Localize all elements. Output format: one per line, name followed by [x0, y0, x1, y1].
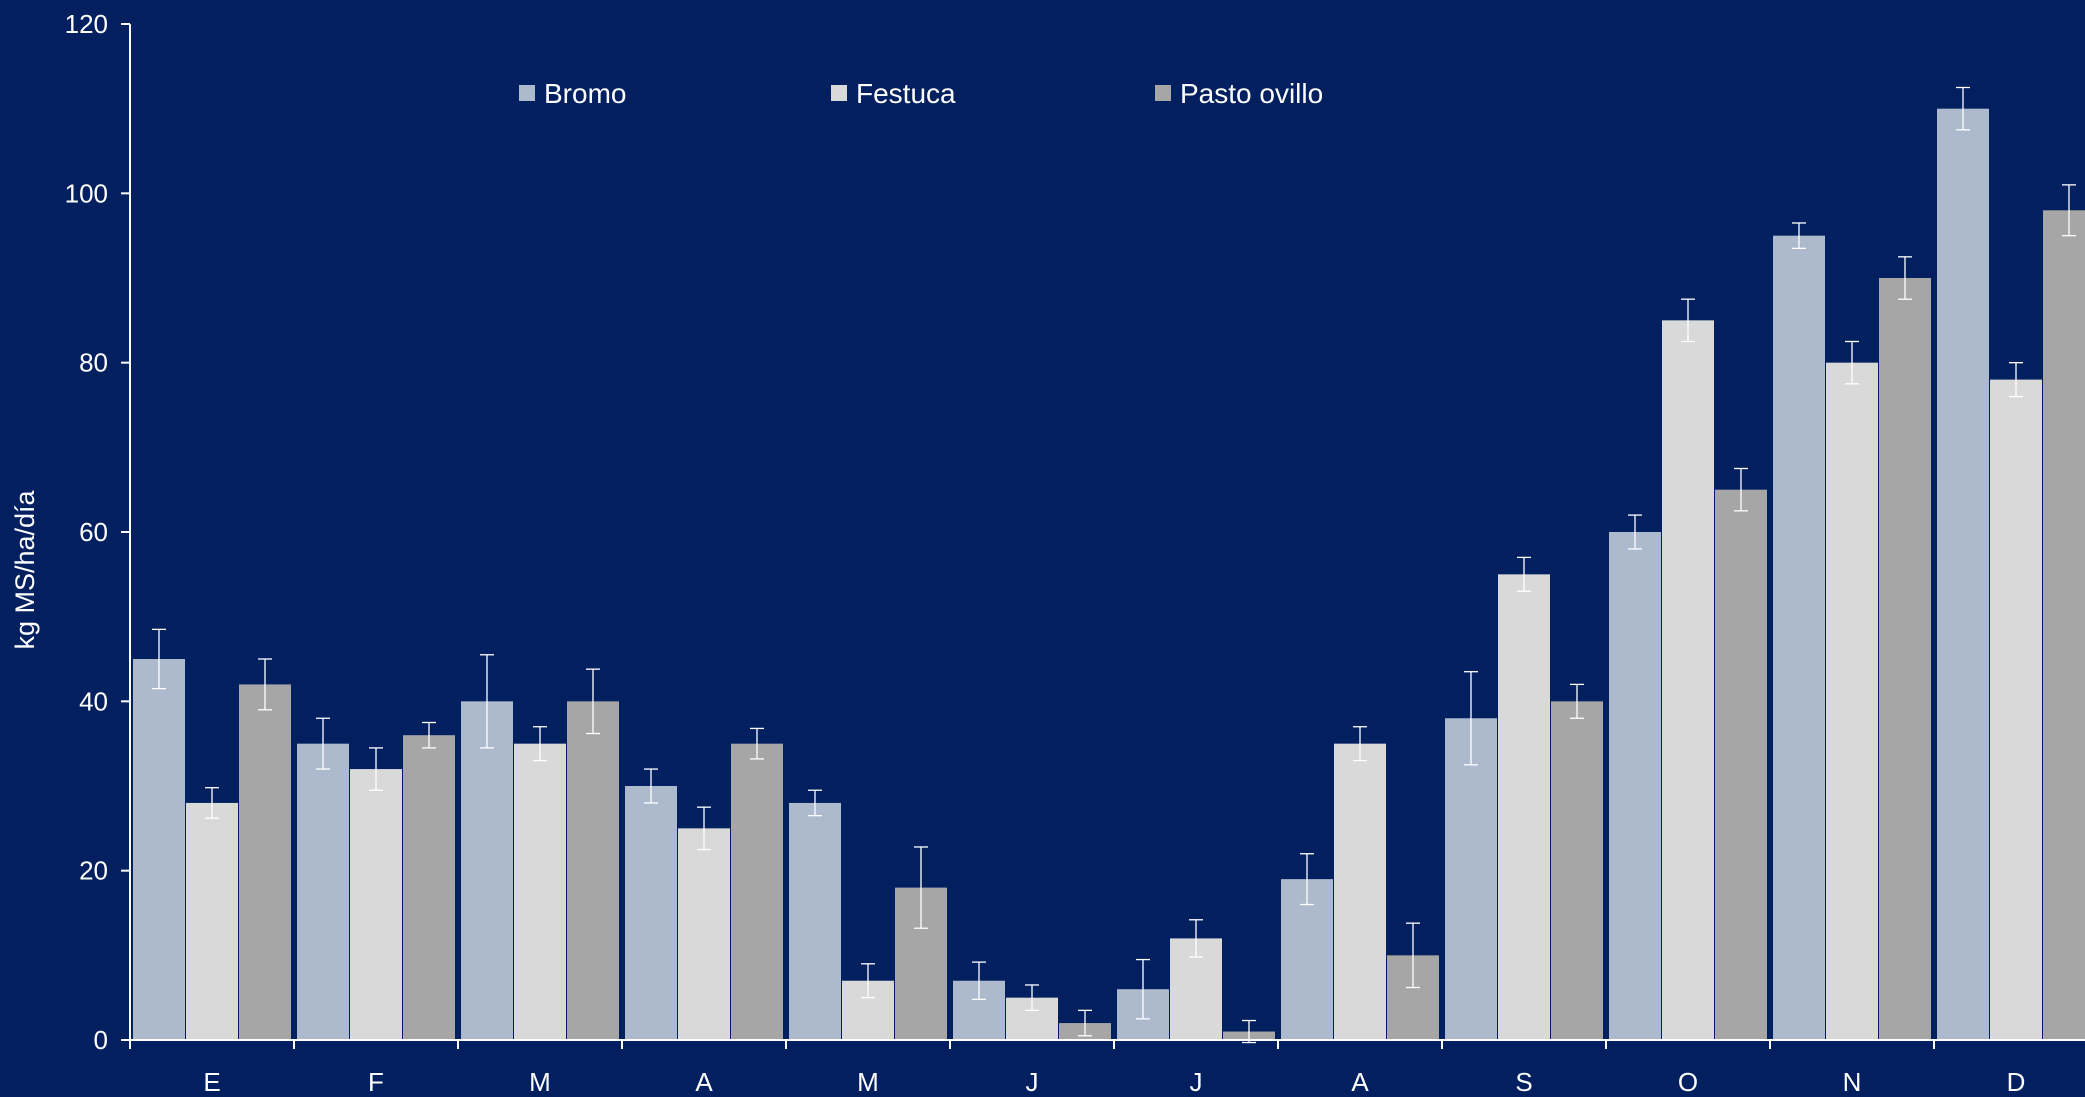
bar-festuca-4 [678, 828, 730, 1040]
x-tick-label: S [1515, 1067, 1532, 1097]
bar-pasto-ovillo-12 [2043, 210, 2085, 1040]
y-tick-label: 40 [79, 686, 108, 716]
bar-bromo-10 [1609, 532, 1661, 1040]
bar-festuca-2 [350, 769, 402, 1040]
bar-bromo-4 [625, 786, 677, 1040]
bar-festuca-1 [186, 802, 238, 1040]
y-tick-label: 0 [94, 1025, 108, 1055]
bar-pasto-ovillo-11 [1879, 278, 1931, 1040]
bar-pasto-ovillo-2 [403, 735, 455, 1040]
legend-label-pasto-ovillo: Pasto ovillo [1180, 78, 1323, 109]
y-tick-label: 60 [79, 517, 108, 547]
bar-festuca-9 [1498, 574, 1550, 1040]
x-tick-label: A [695, 1067, 713, 1097]
bar-festuca-10 [1662, 320, 1714, 1040]
legend-label-bromo: Bromo [544, 78, 626, 109]
y-tick-label: 80 [79, 348, 108, 378]
bar-bromo-1 [133, 659, 185, 1040]
bar-pasto-ovillo-10 [1715, 489, 1767, 1041]
x-tick-label: M [529, 1067, 551, 1097]
bar-bromo-12 [1937, 108, 1989, 1040]
y-tick-label: 120 [65, 9, 108, 39]
bar-festuca-3 [514, 743, 566, 1040]
x-tick-label: O [1678, 1067, 1698, 1097]
bar-pasto-ovillo-1 [239, 684, 291, 1040]
bar-bromo-2 [297, 743, 349, 1040]
bar-festuca-11 [1826, 362, 1878, 1041]
x-tick-label: M [857, 1067, 879, 1097]
y-axis-label: kg MS/ha/día [10, 489, 40, 649]
x-tick-label: J [1026, 1067, 1039, 1097]
legend-label-festuca: Festuca [856, 78, 956, 109]
x-tick-label: N [1843, 1067, 1862, 1097]
x-tick-label: F [368, 1067, 384, 1097]
bar-bromo-11 [1773, 235, 1825, 1040]
y-tick-label: 20 [79, 856, 108, 886]
bar-bromo-3 [461, 701, 513, 1040]
bar-festuca-12 [1990, 379, 2042, 1041]
legend-swatch-pasto-ovillo [1155, 85, 1171, 101]
legend-swatch-bromo [519, 85, 535, 101]
y-tick-label: 100 [65, 178, 108, 208]
bar-bromo-8 [1281, 879, 1333, 1040]
bar-bromo-5 [789, 802, 841, 1040]
bar-pasto-ovillo-9 [1551, 701, 1603, 1040]
x-tick-label: E [203, 1067, 220, 1097]
legend-swatch-festuca [831, 85, 847, 101]
bar-pasto-ovillo-3 [567, 701, 619, 1040]
bar-festuca-8 [1334, 743, 1386, 1040]
x-tick-label: D [2007, 1067, 2026, 1097]
x-tick-label: J [1190, 1067, 1203, 1097]
bar-pasto-ovillo-4 [731, 743, 783, 1040]
x-tick-label: A [1351, 1067, 1369, 1097]
bar-bromo-9 [1445, 718, 1497, 1040]
